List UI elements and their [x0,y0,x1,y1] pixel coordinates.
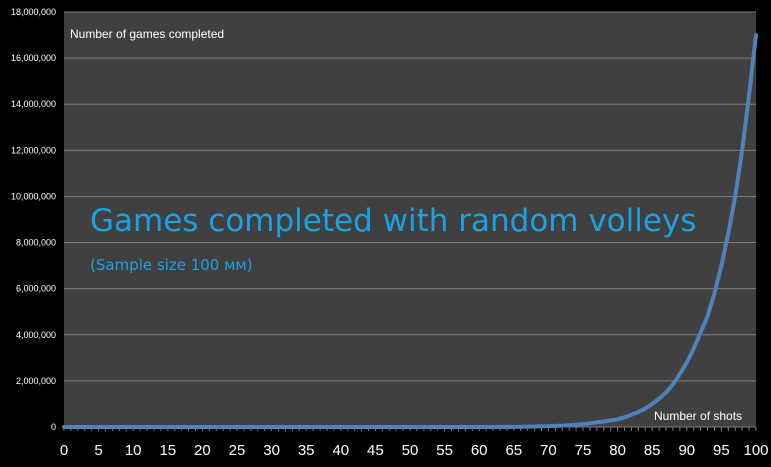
gridlines [64,11,756,382]
chart-title: Games completed with random volleys [90,203,697,239]
x-tick-label: 5 [94,442,102,459]
x-tick-label: 10 [125,442,142,459]
x-tick-label: 100 [743,442,768,459]
x-tick-label: 90 [678,442,695,459]
x-tick-label: 70 [540,442,557,459]
x-axis: 0 5 10 15 20 25 30 35 40 45 50 55 60 65 70 75 80 85 90 95 10… [60,426,769,459]
y-tick-label: 8,000,000 [16,238,56,248]
plot-area [64,12,756,427]
x-tick-label: 95 [713,442,730,459]
x-tick-label: 55 [436,442,453,459]
series-layer [62,33,758,429]
series-line [62,33,758,429]
x-tick-label: 0 [60,442,68,459]
x-axis-label: Number of shots [654,409,743,423]
y-tick-label: 6,000,000 [16,284,56,294]
x-tick-label: 45 [367,442,384,459]
x-tick-label: 60 [471,442,488,459]
y-tick-label: 12,000,000 [11,145,56,155]
y-tick-label: 16,000,000 [11,53,56,63]
chart-subtitle: (Sample size 100 мм) [90,256,253,274]
x-tick-label: 80 [609,442,626,459]
x-tick-label: 85 [644,442,661,459]
x-tick-label: 30 [263,442,280,459]
y-tick-label: 2,000,000 [16,376,56,386]
x-tick-label: 15 [159,442,176,459]
x-tick-label: 65 [505,442,522,459]
x-tick-label: 20 [194,442,211,459]
y-axis-label: Number of games completed [70,27,225,41]
y-tick-label: 4,000,000 [16,330,56,340]
x-tick-label: 40 [332,442,349,459]
y-tick-label: 18,000,000 [11,7,56,17]
y-tick-label: 14,000,000 [11,99,56,109]
y-tick-label: 10,000,000 [11,191,56,201]
y-axis: 0 2,000,000 4,000,000 6,000,000 8,000,000 10,… [11,7,56,432]
y-tick-label: 0 [51,422,56,432]
x-tick-label: 75 [575,442,592,459]
x-tick-label: 50 [402,442,419,459]
x-tick-label: 35 [298,442,315,459]
x-tick-label: 25 [229,442,246,459]
